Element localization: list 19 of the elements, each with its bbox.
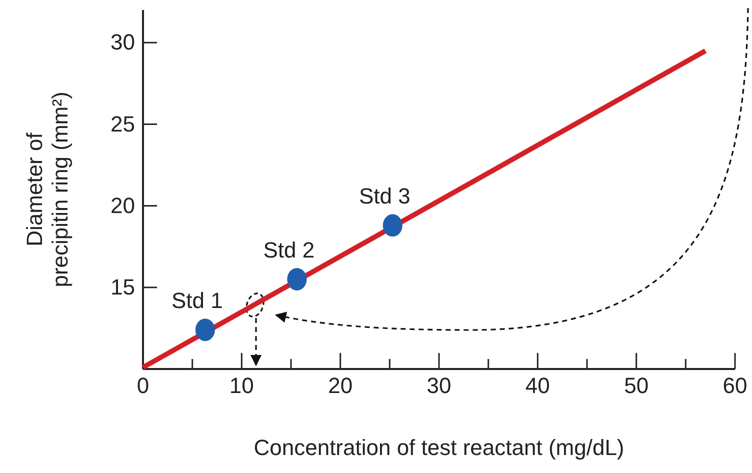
y-tick-label: 25	[110, 111, 135, 136]
annotation: Std 3	[358, 183, 410, 208]
x-tick-label: 30	[426, 372, 452, 398]
x-tick-label: 50	[624, 372, 649, 398]
x-tick-label: 20	[328, 372, 353, 398]
y-tick-label: 30	[110, 30, 135, 55]
y-axis-title: Diameter of precipitin ring (mm²)	[22, 92, 72, 288]
x-tick-label: 0	[136, 372, 150, 398]
point	[382, 214, 402, 237]
y-tick-label: 15	[110, 274, 135, 300]
x-axis-title: Concentration of test reactant (mg/dL)	[254, 435, 624, 460]
point	[195, 318, 215, 342]
annotation: Std 1	[171, 288, 223, 313]
y-tick-label: 20	[110, 192, 135, 218]
annotation: Std 2	[263, 237, 315, 262]
x-tick-label: 40	[525, 372, 550, 398]
x-tick-label: 60	[722, 372, 748, 398]
x-tick-label: 10	[229, 372, 254, 398]
point	[287, 268, 307, 290]
